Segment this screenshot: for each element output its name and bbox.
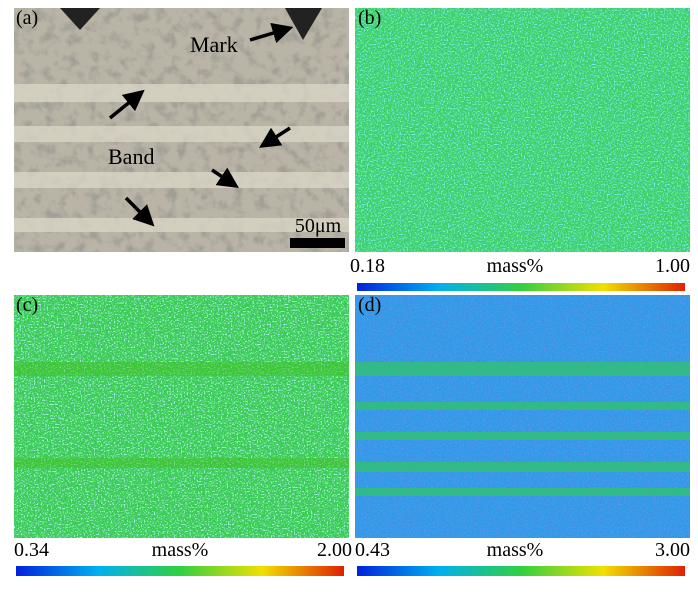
panel-a: Mark Band 50μm (a) xyxy=(14,7,349,252)
colorbar-min: 0.43 xyxy=(355,539,390,561)
panel-c: (c) 0.34 mass% 2.00 xyxy=(14,294,352,576)
panel-b: (b) 0.18 mass% 1.00 xyxy=(350,7,690,291)
colorbar-min: 0.18 xyxy=(350,255,385,277)
colorbar-max: 1.00 xyxy=(655,255,690,277)
panel-label: (b) xyxy=(358,7,381,29)
colorbar-unit: mass% xyxy=(152,539,209,561)
colorbar-max: 2.00 xyxy=(317,539,352,561)
colorbar-max: 3.00 xyxy=(655,539,690,561)
panel-label: (c) xyxy=(16,294,38,316)
colorbar-unit: mass% xyxy=(487,255,544,277)
annotation: Mark xyxy=(190,32,238,57)
colorbar-unit: mass% xyxy=(487,539,544,561)
annotation: Band xyxy=(108,144,154,169)
panel-d: (d) 0.43 mass% 3.00 xyxy=(355,294,690,576)
panel-label: (a) xyxy=(16,7,38,29)
panel-label: (d) xyxy=(358,294,381,316)
scale-bar-label: 50μm xyxy=(295,215,342,237)
colorbar-min: 0.34 xyxy=(14,539,49,561)
